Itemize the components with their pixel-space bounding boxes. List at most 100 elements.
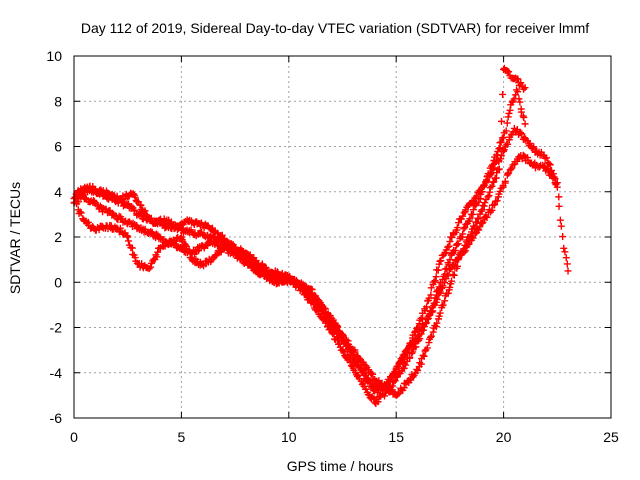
data-point: [520, 85, 528, 93]
data-point: [547, 169, 555, 177]
data-point: [339, 348, 347, 356]
data-point: [520, 113, 528, 121]
data-point: [435, 312, 443, 320]
data-point: [518, 130, 526, 138]
data-point: [477, 207, 485, 215]
data-point: [469, 206, 477, 214]
data-point: [444, 289, 452, 297]
y-tick-label: 4: [54, 184, 62, 200]
data-point: [182, 242, 190, 250]
y-tick-label: 10: [46, 48, 62, 64]
data-point: [81, 194, 89, 202]
data-point: [508, 164, 516, 172]
data-point: [498, 117, 506, 125]
data-point: [516, 98, 524, 106]
data-point: [475, 226, 483, 234]
data-point: [391, 369, 399, 377]
data-point: [483, 177, 491, 185]
data-point: [128, 203, 136, 211]
data-point: [308, 286, 316, 294]
data-point: [551, 175, 559, 183]
data-point: [479, 218, 487, 226]
data-point: [478, 219, 486, 227]
data-point: [502, 127, 510, 135]
data-point: [445, 242, 453, 250]
data-point: [507, 166, 515, 174]
data-point: [555, 202, 563, 210]
data-point: [454, 255, 462, 263]
data-point: [362, 385, 370, 393]
data-point: [505, 109, 513, 117]
data-point: [351, 353, 359, 361]
data-point: [187, 254, 195, 262]
data-point: [453, 224, 461, 232]
data-point: [433, 319, 441, 327]
data-point: [459, 212, 467, 220]
data-point: [212, 252, 220, 260]
data-point: [128, 244, 136, 252]
data-point: [437, 257, 445, 265]
data-point: [499, 90, 507, 98]
data-point: [466, 215, 474, 223]
data-point: [459, 230, 467, 238]
data-point: [439, 282, 447, 290]
data-point: [141, 207, 149, 215]
data-point: [348, 347, 356, 355]
x-tick-label: 25: [603, 429, 619, 445]
data-point: [429, 328, 437, 336]
data-point: [124, 237, 132, 245]
data-point: [504, 140, 512, 148]
data-point: [550, 173, 558, 181]
data-point: [392, 366, 400, 374]
data-point: [397, 356, 405, 364]
data-point: [496, 139, 504, 147]
data-point: [152, 230, 160, 238]
x-axis-title: GPS time / hours: [287, 458, 394, 474]
data-point: [240, 250, 248, 258]
data-point: [562, 254, 570, 262]
data-point: [503, 119, 511, 127]
data-point: [420, 352, 428, 360]
data-point: [561, 248, 569, 256]
data-point: [439, 301, 447, 309]
data-point: [428, 308, 436, 316]
data-point: [521, 84, 529, 92]
data-point: [461, 223, 469, 231]
data-point: [406, 353, 414, 361]
data-point: [515, 95, 523, 103]
data-point: [564, 267, 572, 275]
data-point: [412, 343, 420, 351]
data-point: [505, 68, 513, 76]
data-point: [374, 398, 382, 406]
x-tick-label: 10: [281, 429, 297, 445]
data-point: [490, 178, 498, 186]
data-point: [336, 329, 344, 337]
y-tick-label: -4: [50, 365, 63, 381]
data-point: [427, 332, 435, 340]
data-point: [454, 240, 462, 248]
data-point: [526, 140, 534, 148]
data-point: [545, 160, 553, 168]
data-point: [546, 161, 554, 169]
data-point: [501, 177, 509, 185]
data-point: [131, 193, 139, 201]
data-point: [124, 233, 132, 241]
data-point: [436, 309, 444, 317]
data-point: [430, 278, 438, 286]
data-point: [76, 208, 84, 216]
data-point: [481, 199, 489, 207]
data-point: [448, 277, 456, 285]
data-point: [232, 243, 240, 251]
y-tick-label: 8: [54, 93, 62, 109]
data-point: [557, 222, 565, 230]
data-point: [483, 213, 491, 221]
data-point: [258, 263, 266, 271]
data-point: [408, 349, 416, 357]
data-point: [488, 162, 496, 170]
data-point: [441, 297, 449, 305]
data-point: [482, 212, 490, 220]
data-point: [444, 243, 452, 251]
data-point: [560, 244, 568, 252]
data-point: [184, 247, 192, 255]
data-point: [77, 209, 85, 217]
